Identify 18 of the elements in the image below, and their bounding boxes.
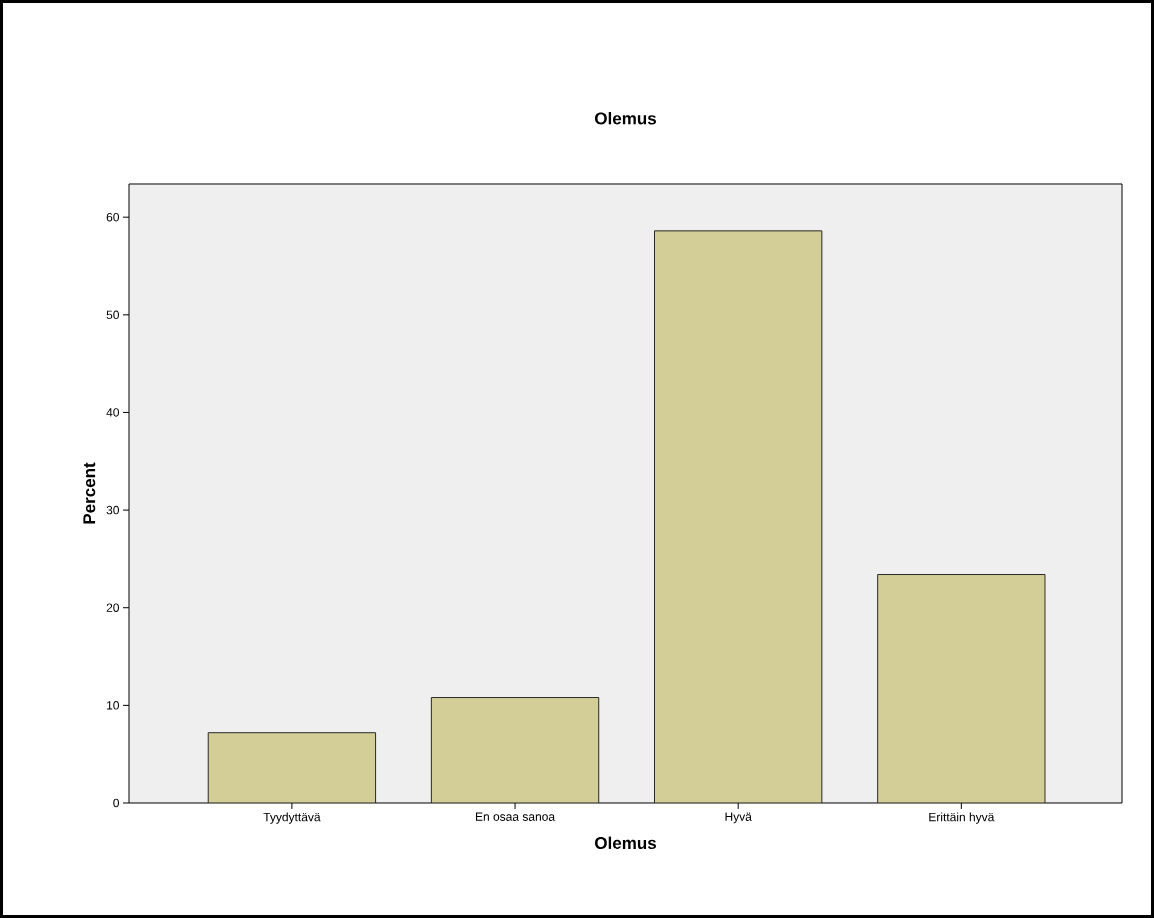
- y-tick-label: 40: [106, 408, 120, 417]
- x-tick-label: En osaa sanoa: [476, 812, 556, 821]
- y-tick-label: 10: [107, 701, 120, 710]
- x-tick-label: Hyvä: [725, 812, 752, 824]
- y-tick-label: 50: [106, 310, 120, 320]
- bar: [431, 697, 599, 803]
- bar: [207, 732, 377, 803]
- bar: [654, 230, 823, 803]
- x-tick-label: Tyydyttävä: [263, 812, 321, 824]
- x-tick-label: Erittäin hyvä: [929, 812, 995, 824]
- y-tick-label: 20: [106, 603, 120, 612]
- bar: [877, 574, 1046, 803]
- y-axis-title: Percent: [83, 462, 96, 524]
- chart-title: Olemus: [595, 111, 656, 125]
- y-tick-label: 0: [113, 798, 120, 808]
- y-tick-label: 60: [106, 212, 120, 222]
- y-tick-label: 30: [106, 505, 120, 515]
- x-axis-title: Olemus: [595, 836, 656, 850]
